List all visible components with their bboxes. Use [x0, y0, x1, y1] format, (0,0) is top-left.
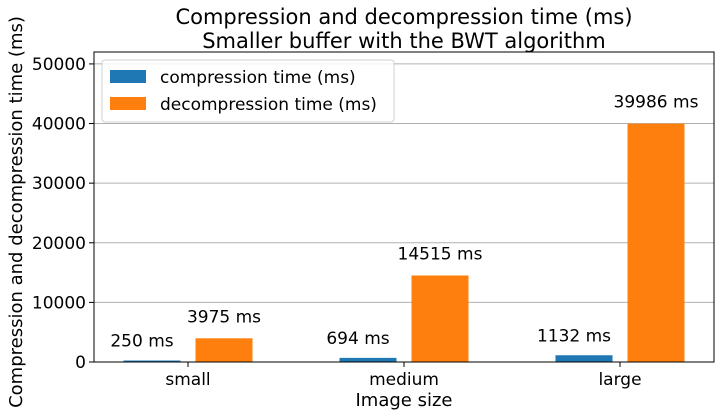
- y-tick-label: 30000: [32, 174, 86, 194]
- data-label: 39986 ms: [614, 93, 699, 113]
- data-labels: 250 ms 694 ms 1132 ms 3975 ms 14515 ms 39986 …: [110, 93, 698, 352]
- x-tick-label: medium: [369, 370, 439, 390]
- x-tick-label: small: [165, 370, 210, 390]
- data-label: 250 ms: [110, 332, 173, 352]
- x-axis-ticks: small medium large: [165, 362, 642, 390]
- bar-compression-large: [555, 355, 613, 362]
- y-tick-label: 10000: [32, 293, 86, 313]
- bar-decompression-medium: [411, 275, 469, 362]
- legend-box: [101, 59, 395, 123]
- y-tick-label: 40000: [32, 115, 86, 135]
- y-tick-label: 0: [75, 353, 86, 373]
- bar-decompression-large: [627, 123, 685, 363]
- legend-swatch-compression: [110, 70, 146, 83]
- bar-compression-small: [123, 360, 181, 362]
- legend: compression time (ms) decompression time…: [101, 59, 395, 123]
- chart-subtitle: Smaller buffer with the BWT algorithm: [202, 29, 606, 53]
- legend-label-decompression: decompression time (ms): [160, 95, 377, 115]
- data-label: 3975 ms: [187, 307, 261, 327]
- y-tick-label: 50000: [32, 55, 86, 75]
- legend-label-compression: compression time (ms): [160, 68, 356, 88]
- data-label: 14515 ms: [398, 244, 483, 264]
- y-axis-ticks: 0 10000 20000 30000 40000 50000: [32, 55, 94, 373]
- data-label: 1132 ms: [537, 326, 611, 346]
- chart-title: Compression and decompression time (ms): [175, 5, 632, 29]
- bar-compression-medium: [339, 357, 397, 362]
- data-label: 694 ms: [326, 329, 389, 349]
- y-tick-label: 20000: [32, 234, 86, 254]
- x-tick-label: large: [598, 370, 641, 390]
- legend-swatch-decompression: [110, 97, 146, 110]
- x-axis-label: Image size: [356, 390, 453, 411]
- bars: [123, 123, 685, 363]
- y-axis-label: Compression and decompression time (ms): [6, 16, 27, 408]
- bar-decompression-small: [195, 338, 253, 362]
